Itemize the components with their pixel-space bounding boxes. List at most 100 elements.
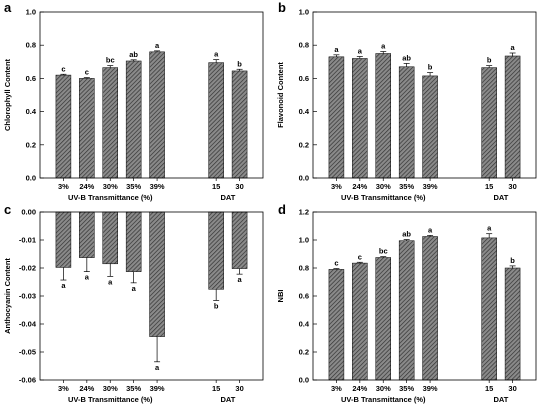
bar-3% — [328, 269, 345, 381]
y-axis-label: Flavonoid Content — [276, 62, 285, 128]
x-tick-label: 30% — [103, 182, 118, 191]
y-tick-label: 0.4 — [299, 320, 310, 329]
significance-letter: a — [381, 42, 386, 51]
x-tick-label: 30 — [508, 182, 516, 191]
significance-letter: b — [237, 59, 242, 68]
panel-letter: b — [278, 0, 286, 15]
bar-15 — [208, 62, 224, 179]
x-tick-label: 39% — [423, 182, 438, 191]
panel-c: c a 3% a 24% a 30% a 35% a 39% b 15 a 30 0.00 -0.01 -0.02… — [3, 202, 264, 404]
x-tick-label: 3% — [58, 182, 69, 191]
significance-letter: a — [214, 50, 219, 59]
y-tick-label: -0.03 — [19, 292, 36, 301]
bar-30% — [102, 67, 118, 179]
x-tick-label: 39% — [150, 384, 165, 393]
panel-a: a c 3% c 24% bc 30% ab 35% a 39% a 15 b 30 0.0 0.2 0.4 0.6… — [3, 0, 264, 202]
x-axis-label: DAT — [493, 193, 508, 202]
plot-frame — [39, 11, 264, 179]
y-tick-label: 0.00 — [21, 208, 36, 217]
significance-letter: b — [487, 56, 492, 65]
significance-letter: c — [334, 259, 338, 268]
bar-39% — [422, 236, 438, 381]
y-tick-label: 0.6 — [299, 74, 309, 83]
panel-letter: a — [4, 0, 12, 15]
y-tick-label: 0.6 — [26, 74, 36, 83]
x-axis-label: UV-B Transmittance (%) — [68, 193, 153, 202]
panel-b: b a 3% a 24% a 30% ab 35% b 39% b 15 a 30 0.0 0.2 0.4 0.6 0… — [276, 0, 537, 202]
x-axis-label: UV-B Transmittance (%) — [341, 193, 426, 202]
bar-30% — [375, 53, 391, 179]
bar-30% — [102, 211, 118, 265]
bar-3% — [55, 211, 72, 268]
y-tick-label: 0.8 — [26, 41, 36, 50]
significance-letter: a — [487, 224, 492, 233]
x-tick-label: 30% — [376, 384, 391, 393]
significance-letter: a — [61, 281, 66, 290]
y-tick-label: 0.8 — [299, 264, 309, 273]
y-axis-label: Chlorophyll Content — [3, 58, 12, 131]
x-tick-label: 24% — [352, 182, 367, 191]
significance-letter: a — [510, 43, 515, 52]
significance-letter: ab — [402, 53, 411, 62]
bar-30% — [375, 257, 391, 381]
plot-frame — [312, 11, 537, 179]
bar-30 — [504, 267, 521, 381]
bar-35% — [398, 66, 415, 179]
bar-15 — [481, 237, 497, 381]
bar-3% — [55, 74, 72, 179]
significance-letter: a — [358, 46, 363, 55]
x-tick-label: 24% — [79, 182, 94, 191]
x-tick-label: 35% — [399, 182, 414, 191]
significance-letter: a — [132, 284, 137, 293]
y-tick-label: 0.4 — [299, 107, 310, 116]
x-tick-label: 35% — [126, 182, 141, 191]
significance-letter: a — [85, 273, 90, 282]
y-tick-label: 0.8 — [299, 41, 309, 50]
y-tick-label: 1.0 — [26, 8, 36, 17]
significance-letter: a — [428, 225, 433, 234]
y-tick-label: 0.2 — [299, 140, 309, 149]
x-tick-label: 3% — [331, 182, 342, 191]
significance-letter: a — [108, 277, 113, 286]
panel-d: d c 3% c 24% bc 30% ab 35% a 39% a 15 b 30 0.0 0.2 0.4 0.6… — [276, 202, 537, 404]
y-tick-label: 0.0 — [26, 174, 36, 183]
significance-letter: b — [510, 256, 515, 265]
bar-30 — [231, 70, 248, 179]
panel-letter: d — [278, 202, 286, 217]
y-tick-label: 0.0 — [299, 174, 309, 183]
x-axis-label: UV-B Transmittance (%) — [68, 395, 153, 404]
x-tick-label: 30% — [103, 384, 118, 393]
significance-letter: ab — [129, 50, 138, 59]
x-axis-label: DAT — [493, 395, 508, 404]
bar-24% — [352, 262, 368, 381]
x-tick-label: 15 — [212, 384, 220, 393]
significance-letter: a — [155, 363, 160, 372]
x-axis-label: DAT — [220, 193, 235, 202]
bar-3% — [328, 56, 345, 179]
significance-letter: a — [237, 275, 242, 284]
y-tick-label: 0.4 — [26, 107, 37, 116]
significance-letter: c — [358, 252, 362, 261]
bar-35% — [125, 60, 142, 179]
y-tick-label: 1.0 — [299, 236, 309, 245]
x-tick-label: 39% — [150, 182, 165, 191]
x-tick-label: 39% — [423, 384, 438, 393]
significance-letter: bc — [379, 247, 388, 256]
bar-30 — [231, 211, 248, 269]
bar-39% — [149, 51, 165, 179]
x-tick-label: 35% — [126, 384, 141, 393]
y-tick-label: 0.2 — [299, 348, 309, 357]
x-tick-label: 15 — [485, 182, 493, 191]
bar-24% — [79, 78, 95, 179]
y-tick-label: 1.0 — [299, 8, 309, 17]
significance-letter: b — [428, 63, 433, 72]
y-tick-label: -0.05 — [19, 348, 36, 357]
significance-letter: a — [334, 45, 339, 54]
x-tick-label: 30 — [508, 384, 516, 393]
bar-15 — [481, 67, 497, 179]
bar-39% — [149, 211, 165, 337]
y-axis-label: Anthocyanin Content — [3, 258, 12, 334]
significance-letter: ab — [402, 230, 411, 239]
y-tick-label: 0.6 — [299, 292, 309, 301]
